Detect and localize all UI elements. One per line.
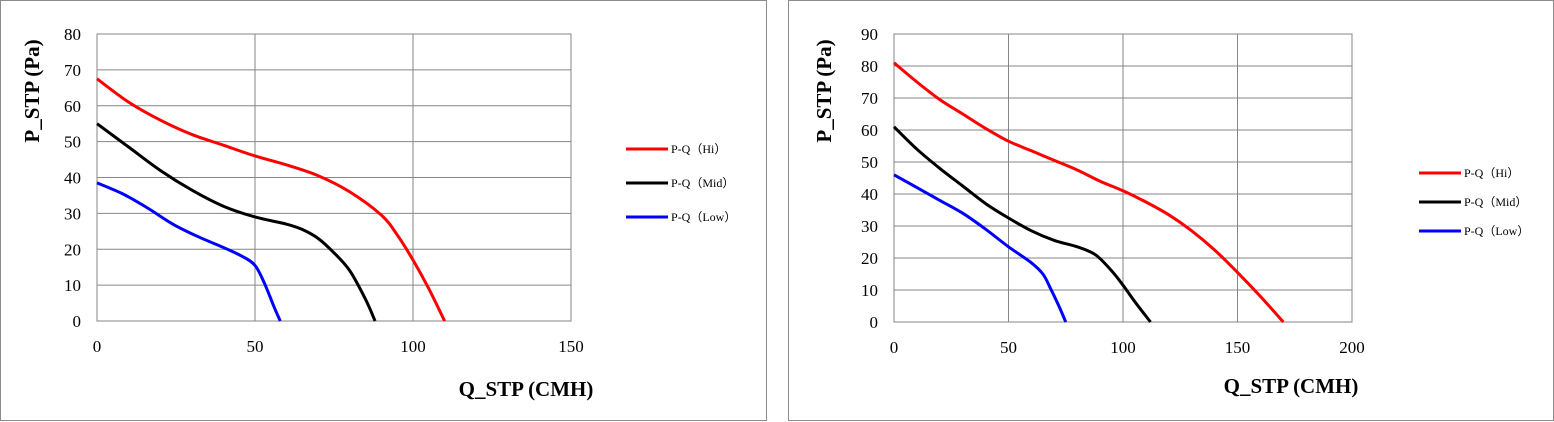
series-line-low <box>96 181 282 322</box>
y-tick-label: 0 <box>870 313 879 332</box>
legend-label-hi: P-Q（Hi） <box>671 142 726 156</box>
y-tick-label: 70 <box>861 89 878 108</box>
y-tick-label: 90 <box>861 25 878 44</box>
chart-panel-right: 0 10 20 30 40 50 60 70 80 90 0 50 100 150 200 Q_STP (CM… <box>788 0 1554 421</box>
y-tick-label: 40 <box>861 185 878 204</box>
y-tick-label: 50 <box>64 133 81 152</box>
series-line-hi <box>96 77 446 322</box>
y-tick-label: 60 <box>861 121 878 140</box>
y-tick-label: 20 <box>861 249 878 268</box>
x-tick-label: 50 <box>1000 338 1017 357</box>
x-tick-label: 200 <box>1339 338 1365 357</box>
series-line-mid <box>892 125 1152 323</box>
x-tick-label: 150 <box>1225 338 1251 357</box>
x-tick-label: 100 <box>1110 338 1136 357</box>
legend-label-hi: P-Q（Hi） <box>1464 166 1519 180</box>
y-axis-title: P_STP (Pa) <box>812 39 836 142</box>
chart-right-svg: 0 10 20 30 40 50 60 70 80 90 0 50 100 150 200 Q_STP (CM… <box>812 25 1529 398</box>
y-tick-label: 70 <box>64 61 81 80</box>
y-tick-label: 20 <box>64 240 81 259</box>
legend-label-low: P-Q（Low） <box>1464 224 1529 238</box>
x-axis-title: Q_STP (CMH) <box>1224 374 1359 398</box>
y-tick-label: 10 <box>64 276 81 295</box>
y-tick-label: 50 <box>861 153 878 172</box>
x-axis-title: Q_STP (CMH) <box>459 377 594 401</box>
x-tick-label: 100 <box>400 337 426 356</box>
plot-area <box>96 33 572 322</box>
legend-label-low: P-Q（Low） <box>671 210 736 224</box>
x-tick-label: 0 <box>890 338 899 357</box>
y-tick-label: 30 <box>861 217 878 236</box>
y-axis-title: P_STP (Pa) <box>20 39 44 142</box>
plot-area <box>893 33 1353 323</box>
x-tick-label: 150 <box>558 337 584 356</box>
y-tick-label: 80 <box>64 25 81 44</box>
chart-panel-left: 0 10 20 30 40 50 60 70 80 0 50 100 150 Q_STP (CMH) P_S… <box>0 0 767 421</box>
y-tick-label: 30 <box>64 204 81 223</box>
y-tick-label: 10 <box>861 281 878 300</box>
chart-left-svg: 0 10 20 30 40 50 60 70 80 0 50 100 150 Q_STP (CMH) P_S… <box>20 25 736 401</box>
y-tick-label: 80 <box>861 57 878 76</box>
series-line-mid <box>96 122 377 322</box>
x-tick-label: 0 <box>93 337 102 356</box>
legend-label-mid: P-Q（Mid） <box>671 176 734 190</box>
y-tick-label: 0 <box>73 312 82 331</box>
y-tick-label: 40 <box>64 169 81 188</box>
x-tick-label: 50 <box>247 337 264 356</box>
series-line-low <box>893 173 1068 323</box>
y-tick-label: 60 <box>64 97 81 116</box>
legend-label-mid: P-Q（Mid） <box>1464 195 1527 209</box>
series-line-hi <box>893 61 1285 324</box>
